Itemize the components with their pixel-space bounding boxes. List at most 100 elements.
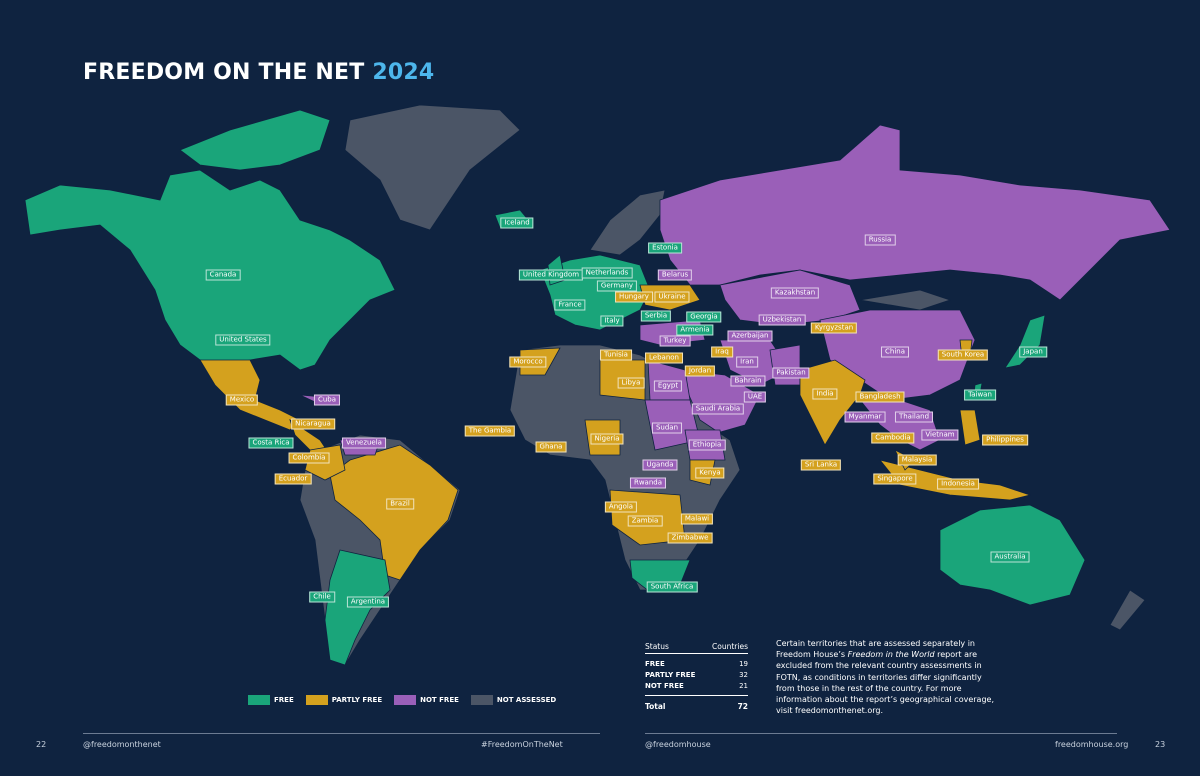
legend-item: FREE <box>248 695 294 705</box>
country-label: Serbia <box>640 310 672 322</box>
country-label: Egypt <box>653 380 683 392</box>
footer-rule <box>645 733 1117 734</box>
footer-rule <box>83 733 600 734</box>
country-label: Canada <box>205 269 241 281</box>
country-label: Japan <box>1019 346 1047 358</box>
country-label: Nigeria <box>590 433 624 445</box>
footer-handle: @freedomhouse <box>645 740 711 749</box>
legend-swatch <box>248 695 270 705</box>
country-label: Ethiopia <box>688 439 726 451</box>
country-label: Philippines <box>982 434 1028 446</box>
brazil <box>329 444 459 581</box>
legend-label: FREE <box>274 696 294 704</box>
country-label: Thailand <box>894 411 934 423</box>
arctic-islands <box>179 109 331 171</box>
country-label: Malawi <box>680 513 714 525</box>
country-label: Azerbaijan <box>727 330 773 342</box>
title-text: FREEDOM ON THE NET <box>83 60 365 85</box>
country-label: Armenia <box>676 324 714 336</box>
country-label: Chile <box>309 591 335 603</box>
country-label: Malaysia <box>897 454 937 466</box>
country-label: Estonia <box>648 242 682 254</box>
country-label: Ecuador <box>274 473 312 485</box>
page-number: 23 <box>1155 740 1166 749</box>
total-label: Total <box>645 702 666 711</box>
country-label: Vietnam <box>921 429 959 441</box>
country-label: Venezuela <box>342 437 386 449</box>
country-label: Nicaragua <box>291 418 335 430</box>
country-label: Georgia <box>686 311 722 323</box>
country-label: Iran <box>736 356 758 368</box>
country-label: Angola <box>604 501 638 513</box>
status-name: NOT FREE <box>645 681 684 690</box>
country-label: Pakistan <box>772 367 810 379</box>
country-label: China <box>881 346 909 358</box>
india <box>799 359 866 446</box>
legend: FREE PARTLY FREE NOT FREE NOT ASSESSED <box>248 695 556 705</box>
country-label: Netherlands <box>581 267 633 279</box>
header-cell: Status <box>645 642 669 651</box>
country-label: Brazil <box>386 498 414 510</box>
country-label: Kenya <box>695 467 725 479</box>
mongolia <box>859 289 952 311</box>
country-label: Saudi Arabia <box>691 403 745 415</box>
country-label: Mexico <box>225 394 259 406</box>
note: Certain territories that are assessed se… <box>776 638 998 716</box>
country-label: Singapore <box>873 473 917 485</box>
country-label: Cuba <box>313 394 341 406</box>
country-label: Russia <box>864 234 896 246</box>
footer-hashtag: #FreedomOnTheNet <box>481 740 563 749</box>
country-label: Bahrain <box>730 375 766 387</box>
note-text: Certain territories that are assessed se… <box>776 639 975 660</box>
legend-item: NOT FREE <box>394 695 459 705</box>
country-label: Belarus <box>657 269 693 281</box>
total-count: 72 <box>737 702 748 711</box>
country-label: India <box>812 388 838 400</box>
russia <box>659 124 1171 301</box>
status-count: 19 <box>739 659 748 668</box>
country-label: Hungary <box>615 291 653 303</box>
country-label: Lebanon <box>645 352 683 364</box>
greenland <box>344 104 521 231</box>
status-table: Status Countries FREE 19 PARTLY FREE 32 NOT F… <box>645 640 748 713</box>
table-row: PARTLY FREE 32 <box>645 669 748 680</box>
legend-label: PARTLY FREE <box>331 696 383 704</box>
country-label: Indonesia <box>937 478 979 490</box>
legend-swatch <box>394 695 417 705</box>
footer-site: freedomhouse.org <box>1055 740 1129 749</box>
country-label: Germany <box>596 280 638 292</box>
country-label: Rwanda <box>629 477 667 489</box>
note-text: report are excluded from the relevant co… <box>776 650 994 716</box>
page-title: FREEDOM ON THE NET 2024 <box>83 60 434 85</box>
country-label: Argentina <box>346 596 390 608</box>
legend-item: NOT ASSESSED <box>470 695 557 705</box>
country-label: Ghana <box>535 441 567 453</box>
legend-swatch <box>305 695 328 705</box>
country-label: South Africa <box>646 581 698 593</box>
page-number: 22 <box>36 740 47 749</box>
country-label: Myanmar <box>844 411 886 423</box>
status-count: 21 <box>739 681 748 690</box>
new-zealand <box>1109 589 1146 631</box>
country-label: Kyrgyzstan <box>810 322 858 334</box>
status-count: 32 <box>739 670 748 679</box>
country-label: France <box>554 299 586 311</box>
country-label: Sudan <box>651 422 683 434</box>
country-label: Australia <box>990 551 1030 563</box>
header-cell: Countries <box>712 642 748 651</box>
country-label: Iraq <box>711 346 733 358</box>
country-label: United States <box>215 334 271 346</box>
country-label: Sri Lanka <box>800 459 842 471</box>
table-row: NOT FREE 21 <box>645 680 748 691</box>
country-label: Bangladesh <box>855 391 905 403</box>
table-total: Total 72 <box>645 695 748 713</box>
legend-label: NOT ASSESSED <box>496 696 557 704</box>
country-label: The Gambia <box>464 425 516 437</box>
country-label: Zimbabwe <box>667 532 713 544</box>
table-header: Status Countries <box>645 640 748 654</box>
country-label: Jordan <box>684 365 716 377</box>
pakistan <box>769 344 801 386</box>
footer-handle: @freedomonthenet <box>83 740 161 749</box>
